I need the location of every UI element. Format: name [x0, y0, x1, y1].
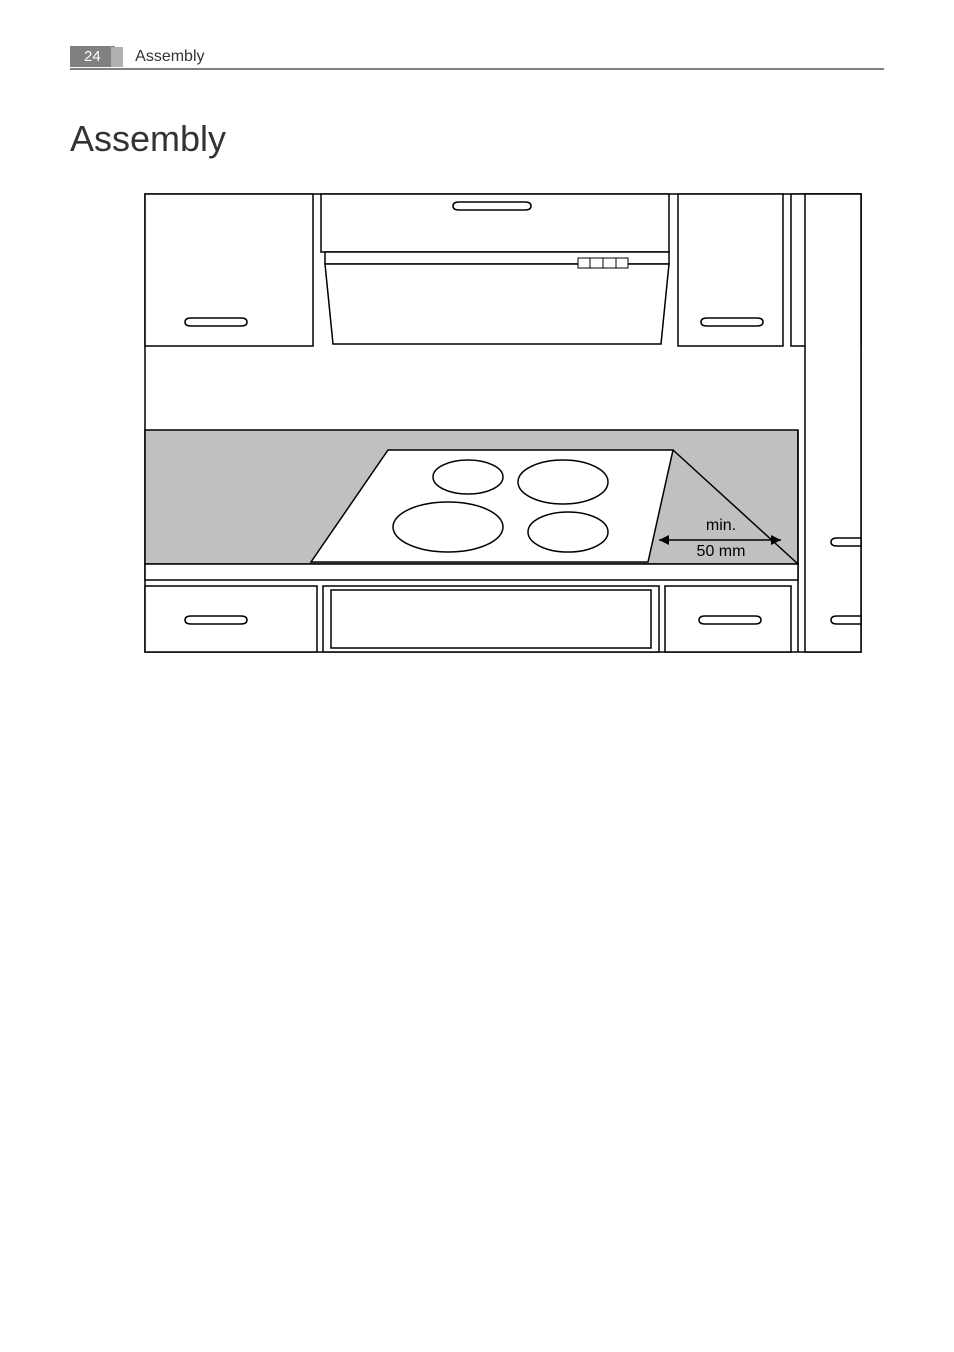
cabinet-handle-icon: [831, 616, 861, 624]
cabinet-handle-icon: [185, 616, 247, 624]
oven-inner-panel: [331, 590, 651, 648]
header-section-name: Assembly: [135, 48, 204, 66]
page-header: 24 Assembly: [70, 46, 884, 70]
page-number: 24: [70, 46, 115, 67]
vent-slot-icon: [453, 202, 531, 210]
cabinet-handle-icon: [831, 538, 861, 546]
dimension-label-line1: min.: [706, 517, 736, 534]
hood-chamfer: [325, 264, 669, 344]
page-title: Assembly: [70, 118, 226, 160]
kitchen-assembly-svg: min. 50 mm: [143, 192, 863, 654]
header-tab-decoration: [111, 47, 123, 67]
cabinet-handle-icon: [699, 616, 761, 624]
countertop-front-edge: [145, 564, 798, 580]
assembly-diagram: min. 50 mm: [143, 192, 863, 654]
tall-cabinet-right: [805, 194, 861, 652]
dimension-label-line2: 50 mm: [697, 543, 746, 560]
cabinet-handle-icon: [185, 318, 247, 326]
cabinet-handle-icon: [701, 318, 763, 326]
